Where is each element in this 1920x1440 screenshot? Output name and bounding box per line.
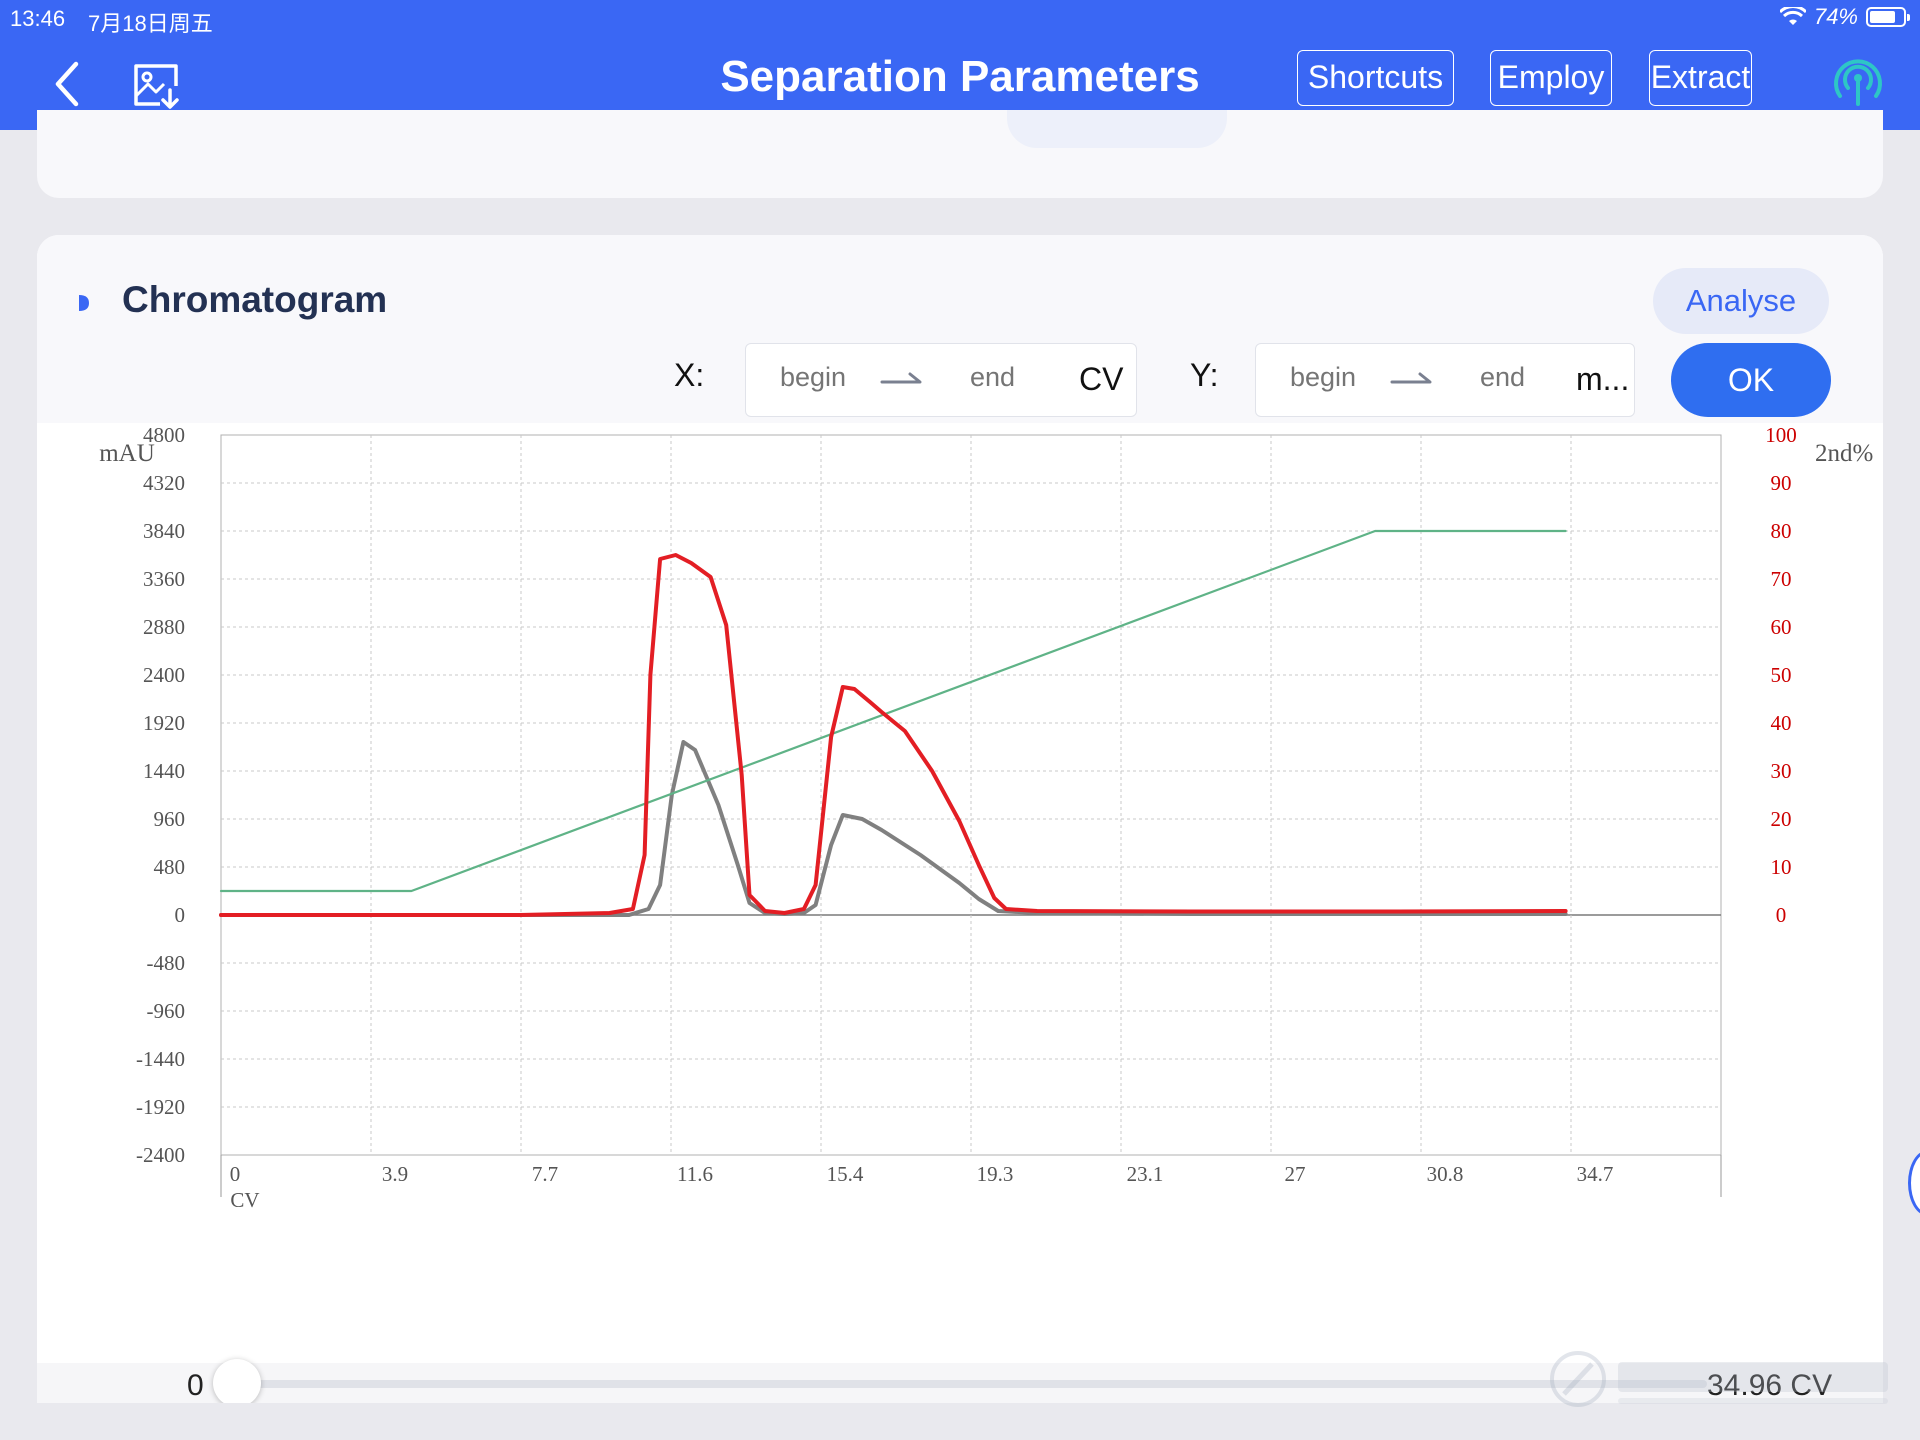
y-left-tick-label: 2400: [143, 663, 185, 687]
y-right-tick-label: 70: [1771, 567, 1792, 591]
status-bar: 13:46 7月18日周五 74%: [0, 0, 1920, 36]
battery-icon: [1866, 7, 1910, 27]
top-app-bar: [0, 0, 1920, 130]
slider-max-label: 34.96 CV: [1707, 1369, 1832, 1403]
y-right-axis-title: 2nd%: [1815, 440, 1873, 467]
y-right-tick-label: 80: [1771, 519, 1792, 543]
y-right-tick-label: 20: [1771, 807, 1792, 831]
y-left-tick-label: 3360: [143, 567, 185, 591]
y-right-tick-label: 40: [1771, 711, 1792, 735]
extract-button[interactable]: Extract: [1649, 50, 1752, 106]
y-range-label: Y:: [1190, 357, 1219, 393]
chromatogram-header: Chromatogram Analyse X: CV Y: m... OK: [37, 235, 1883, 423]
x-tick-label: 23.1: [1127, 1162, 1164, 1186]
y-left-tick-label: 2880: [143, 615, 185, 639]
y-right-tick-label: 50: [1771, 663, 1792, 687]
y-right-tick-label: 10: [1771, 855, 1792, 879]
watermark-logo: [1550, 1351, 1888, 1407]
y-range-box: m...: [1255, 343, 1635, 417]
y-left-tick-label: 480: [154, 855, 186, 879]
status-date: 7月18日周五: [88, 11, 213, 36]
y-right-tick-label: 30: [1771, 759, 1792, 783]
range-arrow-icon: [1390, 372, 1432, 384]
y-left-tick-label: -1440: [136, 1047, 185, 1071]
x-begin-input[interactable]: [780, 362, 890, 393]
y-left-tick-label: -960: [147, 999, 186, 1023]
upper-card-button[interactable]: [1007, 110, 1227, 148]
analyse-button[interactable]: Analyse: [1653, 268, 1829, 334]
upper-card: [37, 110, 1883, 198]
employ-button[interactable]: Employ: [1490, 50, 1612, 106]
x-tick-label: 15.4: [827, 1162, 864, 1186]
x-tick-label: 27: [1285, 1162, 1306, 1186]
y-left-tick-label: 960: [154, 807, 186, 831]
y-left-tick-label: 3840: [143, 519, 185, 543]
signal-icon[interactable]: [1830, 56, 1886, 106]
range-arrow-icon: [880, 372, 922, 384]
y-right-tick-label: 0: [1776, 903, 1787, 927]
slider-track[interactable]: [237, 1380, 1707, 1388]
shortcuts-button[interactable]: Shortcuts: [1297, 50, 1454, 106]
y-left-tick-label: 1440: [143, 759, 185, 783]
slider-min-label: 0: [187, 1369, 204, 1402]
ok-button[interactable]: OK: [1671, 343, 1831, 417]
uv-trace-red: [219, 553, 1568, 917]
uv-trace-gray: [219, 740, 1568, 917]
save-image-icon[interactable]: [130, 60, 182, 112]
wifi-icon: [1779, 7, 1806, 25]
x-tick-label: 19.3: [977, 1162, 1014, 1186]
y-begin-input[interactable]: [1290, 362, 1400, 393]
gradient-line: [219, 529, 1567, 893]
chromatogram-card: Chromatogram Analyse X: CV Y: m... OK 48…: [37, 235, 1883, 1403]
x-tick-label: 7.7: [532, 1162, 558, 1186]
x-tick-label: 0: [230, 1162, 241, 1186]
floating-handle[interactable]: [1908, 1150, 1920, 1216]
y-left-tick-label: -2400: [136, 1143, 185, 1167]
x-end-input[interactable]: [970, 362, 1080, 393]
x-range-box: CV: [745, 343, 1137, 417]
x-tick-label: 34.7: [1577, 1162, 1614, 1186]
y-end-input[interactable]: [1480, 362, 1590, 393]
y-left-axis-title: mAU: [99, 440, 155, 467]
x-tick-label: 11.6: [677, 1162, 713, 1186]
page-title: Separation Parameters: [720, 52, 1200, 101]
back-icon[interactable]: [48, 56, 88, 112]
slider-thumb[interactable]: [213, 1359, 261, 1403]
y-unit: m...: [1576, 361, 1630, 397]
chromatogram-chart[interactable]: 480043203840336028802400192014409604800-…: [37, 423, 1883, 1263]
x-tick-label: 30.8: [1427, 1162, 1464, 1186]
battery-percent: 74%: [1813, 4, 1858, 29]
x-axis-unit: CV: [230, 1188, 259, 1212]
y-left-tick-label: 0: [175, 903, 186, 927]
y-left-tick-label: -480: [147, 951, 186, 975]
y-left-tick-label: 4800: [143, 423, 185, 447]
section-marker-icon: [79, 295, 89, 311]
y-left-tick-label: -1920: [136, 1095, 185, 1119]
x-unit: CV: [1079, 361, 1124, 397]
y-right-tick-label: 60: [1771, 615, 1792, 639]
status-time: 13:46: [10, 6, 66, 31]
y-right-tick-label: 100: [1765, 423, 1797, 447]
chromatogram-title: Chromatogram: [122, 279, 388, 320]
x-tick-label: 3.9: [382, 1162, 408, 1186]
y-right-tick-label: 90: [1771, 471, 1792, 495]
y-left-tick-label: 1920: [143, 711, 185, 735]
y-left-tick-label: 4320: [143, 471, 185, 495]
x-range-label: X:: [674, 357, 705, 393]
